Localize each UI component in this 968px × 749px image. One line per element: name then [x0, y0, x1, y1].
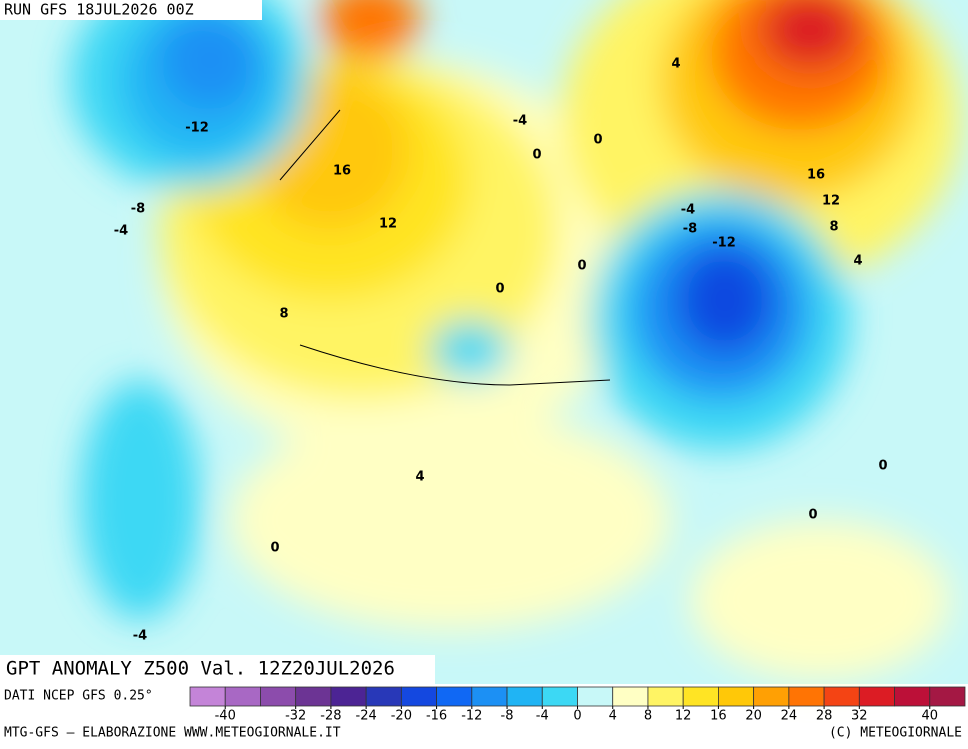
- colorbar-tick-label: 12: [675, 709, 692, 724]
- colorbar-swatch: [788, 686, 825, 707]
- colorbar-swatch: [823, 686, 860, 707]
- run-label: RUN GFS 18JUL2026 00Z: [4, 1, 194, 19]
- colorbar-swatch: [894, 686, 931, 707]
- contour-label: 0: [808, 508, 817, 523]
- colorbar-swatch: [330, 686, 367, 707]
- colorbar-swatch: [189, 686, 226, 707]
- contour-label: -4: [114, 224, 128, 239]
- contour-label: -12: [185, 121, 209, 136]
- contour-label: 12: [379, 217, 397, 232]
- colorbar-swatch: [260, 686, 297, 707]
- colorbar-swatch: [647, 686, 684, 707]
- colorbar-tick-label: -20: [391, 709, 412, 724]
- colorbar-tick-label: -28: [320, 709, 341, 724]
- colorbar-swatch: [365, 686, 402, 707]
- colorbar-tick-label: -24: [356, 709, 377, 724]
- colorbar-tick-label: -4: [536, 709, 549, 724]
- contour-label: 4: [415, 470, 424, 485]
- contour-label: -8: [131, 202, 145, 217]
- colorbar-swatch: [224, 686, 261, 707]
- contour-label: 16: [807, 168, 825, 183]
- colorbar-tick-label: 8: [644, 709, 652, 724]
- colorbar-tick-label: -12: [461, 709, 482, 724]
- colorbar: -40 -32 -28 -24 -20 -16 -12 -8 -4 0 4 8 12 16 20 24 28 32…: [189, 686, 966, 724]
- colorbar-tick-label: 28: [816, 709, 833, 724]
- colorbar-swatch: [400, 686, 437, 707]
- colorbar-tick-label: -32: [285, 709, 306, 724]
- contour-label: -4: [133, 629, 147, 644]
- colorbar-swatch: [541, 686, 578, 707]
- colorbar-swatch: [471, 686, 508, 707]
- colorbar-swatch: [858, 686, 895, 707]
- colorbar-tick-label: -8: [501, 709, 514, 724]
- contour-label: -8: [683, 222, 697, 237]
- footer-left: MTG-GFS — ELABORAZIONE WWW.METEOGIORNALE…: [4, 726, 341, 741]
- colorbar-swatch: [295, 686, 332, 707]
- map-title: GPT ANOMALY Z500 Val. 12Z20JUL2026: [6, 658, 395, 680]
- colorbar-swatch: [718, 686, 755, 707]
- contour-label: 8: [829, 220, 838, 235]
- contour-label: 8: [279, 307, 288, 322]
- colorbar-tick-label: 20: [745, 709, 762, 724]
- colorbar-tick-label: 32: [851, 709, 868, 724]
- contour-label: 0: [532, 148, 541, 163]
- colorbar-swatch: [612, 686, 649, 707]
- colorbar-swatch: [929, 686, 966, 707]
- contour-label: 0: [270, 541, 279, 556]
- contour-label: -4: [681, 203, 695, 218]
- colorbar-swatch: [436, 686, 473, 707]
- contour-label: 4: [853, 254, 862, 269]
- contour-label: -4: [513, 114, 527, 129]
- map-field: [0, 0, 968, 684]
- colorbar-source: DATI NCEP GFS 0.25°: [4, 689, 153, 704]
- contour-label: 16: [333, 164, 351, 179]
- colorbar-swatch: [506, 686, 543, 707]
- colorbar-tick-label: 16: [710, 709, 727, 724]
- colorbar-tick-label: 4: [609, 709, 617, 724]
- colorbar-tick-label: 0: [573, 709, 581, 724]
- colorbar-swatch: [577, 686, 614, 707]
- colorbar-tick-label: 40: [921, 709, 938, 724]
- contour-label: 0: [593, 133, 602, 148]
- colorbar-swatch: [682, 686, 719, 707]
- colorbar-tick-label: 24: [781, 709, 798, 724]
- contour-label: 12: [822, 194, 840, 209]
- contour-label: 0: [577, 259, 586, 274]
- contour-label: 0: [495, 282, 504, 297]
- contour-label: 0: [878, 459, 887, 474]
- colorbar-swatch: [753, 686, 790, 707]
- contour-label: -12: [712, 236, 736, 251]
- colorbar-tick-label: -40: [215, 709, 236, 724]
- contour-label: 4: [671, 57, 680, 72]
- footer-right: (C) METEOGIORNALE: [829, 726, 962, 741]
- colorbar-tick-label: -16: [426, 709, 447, 724]
